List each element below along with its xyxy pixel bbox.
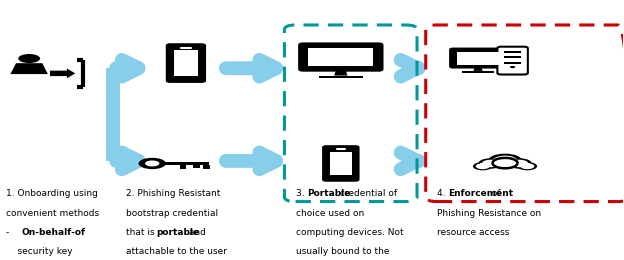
Text: 4.: 4. [437,189,448,198]
Text: On-behalf-of: On-behalf-of [21,228,85,237]
Text: portable: portable [156,228,199,237]
Circle shape [510,66,515,68]
Text: choice used on: choice used on [296,209,364,218]
Text: resource access: resource access [437,228,509,237]
FancyBboxPatch shape [167,44,205,82]
Polygon shape [180,165,187,170]
Text: attachable to the user: attachable to the user [126,247,227,256]
Text: security key: security key [6,247,73,256]
Text: convenient methods: convenient methods [6,209,99,218]
FancyBboxPatch shape [480,163,530,167]
Text: usually bound to the: usually bound to the [296,247,389,256]
Text: Enforcement: Enforcement [448,189,513,198]
FancyBboxPatch shape [299,43,383,71]
FancyBboxPatch shape [477,162,533,167]
Text: computing devices. Not: computing devices. Not [296,228,403,237]
Text: 1. Onboarding using: 1. Onboarding using [6,189,98,198]
Text: that is: that is [126,228,157,237]
FancyBboxPatch shape [504,62,521,64]
Text: 2. Phishing Resistant: 2. Phishing Resistant [126,189,220,198]
Circle shape [520,163,534,169]
Circle shape [510,160,529,167]
Circle shape [482,160,500,167]
FancyBboxPatch shape [308,48,373,67]
Circle shape [478,158,503,169]
FancyBboxPatch shape [323,146,359,181]
Text: Portable: Portable [307,189,350,198]
FancyBboxPatch shape [330,152,351,176]
FancyBboxPatch shape [174,50,198,76]
Circle shape [139,158,166,169]
FancyBboxPatch shape [457,51,499,65]
Text: 3.: 3. [296,189,307,198]
Text: bootstrap credential: bootstrap credential [126,209,218,218]
Text: -: - [6,228,18,237]
FancyBboxPatch shape [504,56,521,58]
Circle shape [475,163,490,169]
FancyBboxPatch shape [497,47,528,75]
Circle shape [145,160,159,166]
Circle shape [18,54,40,63]
Circle shape [493,156,517,166]
Polygon shape [193,165,200,168]
Text: credential of: credential of [337,189,397,198]
Text: of: of [489,189,501,198]
Polygon shape [11,63,48,74]
Circle shape [473,162,492,170]
Circle shape [517,162,537,170]
Text: and: and [186,228,206,237]
Polygon shape [203,165,210,169]
FancyBboxPatch shape [450,48,506,68]
Polygon shape [165,162,208,165]
FancyBboxPatch shape [504,51,521,53]
Polygon shape [462,71,494,73]
Circle shape [488,154,522,168]
Polygon shape [334,69,348,76]
Polygon shape [50,68,76,78]
Polygon shape [318,76,363,78]
Circle shape [507,158,532,169]
Polygon shape [474,66,482,71]
Text: Phishing Resistance on: Phishing Resistance on [437,209,541,218]
